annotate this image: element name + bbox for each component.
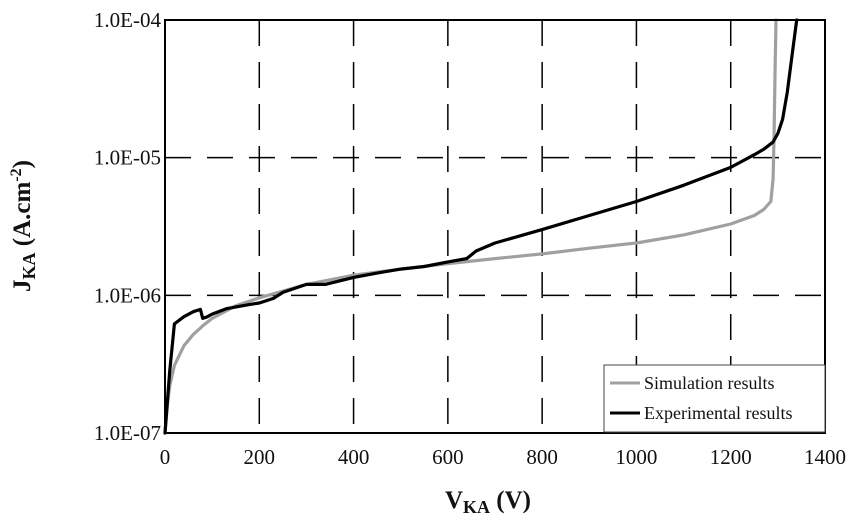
y-tick-label: 1.0E-07 (94, 421, 161, 445)
x-axis-title: VKA (V) (445, 487, 531, 516)
plot-frame (164, 19, 826, 434)
series-line-experimental (163, 18, 799, 435)
x-tick-label: 1000 (615, 445, 657, 469)
grid-lines (165, 20, 825, 433)
x-tick-label: 0 (160, 445, 171, 469)
x-tick-label: 800 (526, 445, 558, 469)
x-tick-labels: 0 200 400 600 800 1000 1200 1400 (160, 445, 846, 469)
x-tick-label: 400 (338, 445, 370, 469)
legend-label-experimental: Experimental results (644, 403, 792, 423)
x-tick-label: 1400 (804, 445, 846, 469)
series-line-simulation (163, 18, 778, 435)
x-tick-label: 1200 (710, 445, 752, 469)
y-axis-title: JKA (A.cm-2) (8, 160, 39, 292)
legend-box (603, 364, 826, 433)
y-tick-label: 1.0E-05 (94, 146, 161, 170)
plot-series (163, 18, 799, 435)
x-tick-label: 600 (432, 445, 464, 469)
y-tick-labels: 1.0E-07 1.0E-06 1.0E-05 1.0E-04 (94, 8, 162, 445)
y-tick-label: 1.0E-04 (94, 8, 162, 32)
y-tick-label: 1.0E-06 (94, 283, 161, 307)
legend-label-simulation: Simulation results (644, 373, 775, 393)
legend: Simulation results Experimental results (603, 364, 826, 433)
x-tick-label: 200 (244, 445, 276, 469)
